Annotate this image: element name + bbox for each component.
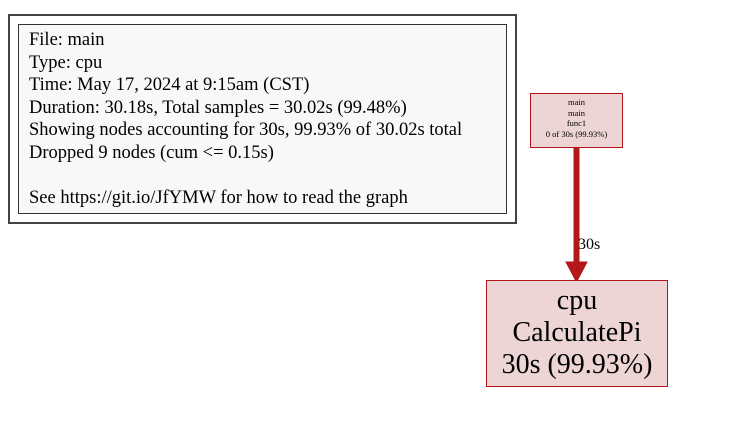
node-main-stats: 0 of 30s (99.93%) xyxy=(545,128,608,139)
legend-spacer xyxy=(29,164,506,187)
node-main-func1[interactable]: main main func1 0 of 30s (99.93%) xyxy=(530,93,623,148)
node-main-closure: func1 xyxy=(566,118,587,128)
node-cpu-stats: 30s (99.93%) xyxy=(501,349,653,380)
legend-duration: Duration: 30.18s, Total samples = 30.02s… xyxy=(29,97,407,118)
legend-file: File: main xyxy=(29,30,105,50)
node-main-package: main xyxy=(568,97,585,107)
node-main-function: main xyxy=(568,107,585,118)
legend-box: File: main Type: cpu Time: May 17, 2024 … xyxy=(8,14,517,224)
legend-showing: Showing nodes accounting for 30s, 99.93%… xyxy=(29,120,463,140)
legend-panel: File: main Type: cpu Time: May 17, 2024 … xyxy=(18,24,507,214)
legend-type: Type: cpu xyxy=(29,52,103,73)
node-cpu-calculatepi[interactable]: cpu CalculatePi 30s (99.93%) xyxy=(486,280,668,387)
call-edge-arrowhead xyxy=(565,261,588,284)
node-cpu-package: cpu xyxy=(556,285,598,316)
node-cpu-function: CalculatePi xyxy=(512,317,642,348)
legend-help-link[interactable]: See https://git.io/JfYMW for how to read… xyxy=(29,187,408,208)
legend-dropped: Dropped 9 nodes (cum <= 0.15s) xyxy=(29,142,274,163)
edge-weight-label: 30s xyxy=(578,236,601,253)
legend-time: Time: May 17, 2024 at 9:15am (CST) xyxy=(29,75,310,95)
